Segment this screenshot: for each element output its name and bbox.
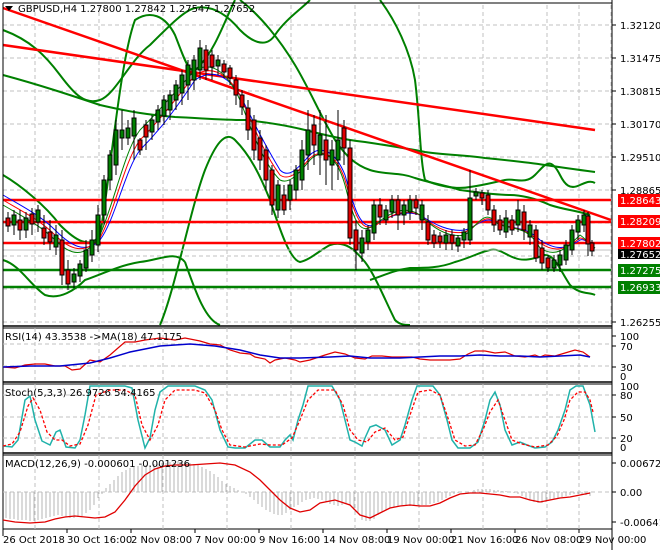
stoch-tick: 20 — [620, 434, 633, 445]
time-tick: 19 Nov 00:00 — [387, 535, 454, 546]
macd-tick: 0.00 — [620, 488, 642, 499]
downtrend-line-2[interactable] — [2, 43, 596, 132]
stoch-tick: 50 — [620, 413, 633, 424]
macd-pane[interactable]: MACD(12,26,9) -0.000601 -0.001236 0.0067… — [2, 452, 660, 530]
time-tick: 26 Nov 08:00 — [515, 535, 582, 546]
support-price-label-1: 1.27275 — [620, 266, 660, 277]
candles[interactable] — [5, 40, 595, 290]
last-candle[interactable] — [585, 215, 591, 245]
macd-signal-line — [2, 462, 591, 524]
price-tick: 1.30815 — [620, 87, 660, 98]
support-price-tag-1 — [618, 264, 660, 277]
resistance-price-tag-3 — [618, 237, 660, 249]
rsi-pane[interactable]: RSI(14) 43.3538 ->MA(18) 47.1175 100 70 … — [2, 325, 639, 383]
resistance-price-tag-2 — [618, 215, 660, 228]
candle-cluster-mid-nov — [299, 110, 425, 270]
dropdown-triangle-icon[interactable] — [5, 6, 13, 11]
rsi-label: RSI(14) 43.3538 ->MA(18) 47.1175 — [5, 332, 182, 343]
stoch-tick: 0 — [620, 443, 626, 454]
time-tick: 7 Nov 00:00 — [195, 535, 256, 546]
time-tick: 2 Nov 08:00 — [131, 535, 192, 546]
macd-histogram — [5, 461, 591, 521]
stoch-label: Stoch(5,3,3) 26.9726 54.4165 — [5, 388, 156, 399]
stoch-tick: 100 — [620, 382, 639, 393]
rsi-tick: 30 — [620, 363, 633, 374]
time-tick: 9 Nov 16:00 — [259, 535, 320, 546]
price-tick: 1.31475 — [620, 54, 660, 65]
time-tick: 14 Nov 08:00 — [323, 535, 390, 546]
current-price-label: 1.27652 — [620, 250, 660, 261]
resistance-price-label-2: 1.28209 — [620, 217, 660, 228]
price-pane[interactable]: GBPUSD,H4 1.27800 1.27842 1.27547 1.2765… — [2, 0, 612, 326]
rsi-vgrid — [34, 328, 580, 380]
macd-label: MACD(12,26,9) -0.000601 -0.001236 — [5, 459, 190, 470]
resistance-price-tag-1 — [618, 194, 660, 207]
time-axis[interactable]: 26 Oct 2018 30 Oct 16:00 2 Nov 08:00 7 N… — [2, 529, 646, 546]
current-price-tag — [618, 249, 660, 259]
support-price-tag-2 — [618, 281, 660, 294]
candle-cluster-oct — [5, 205, 101, 290]
time-tick: 29 Nov 00:00 — [579, 535, 646, 546]
price-tick: 1.30170 — [620, 120, 660, 131]
rsi-tick: 70 — [620, 342, 633, 353]
resistance-price-label-1: 1.28643 — [620, 196, 660, 207]
macd-tick: 0.006728 — [620, 459, 660, 470]
resistance-price-label-3: 1.27802 — [620, 239, 660, 250]
macd-vgrid — [34, 455, 580, 529]
time-tick: 30 Oct 16:00 — [67, 535, 132, 546]
chart-header: GBPUSD,H4 1.27800 1.27842 1.27547 1.2765… — [5, 4, 255, 15]
rsi-tick: 100 — [620, 332, 639, 343]
price-tick: 1.32120 — [620, 21, 660, 32]
price-tick: 1.29510 — [620, 153, 660, 164]
time-tick: 26 Oct 2018 — [3, 535, 65, 546]
candle-cluster-late-nov — [425, 170, 595, 272]
rsi-ma-line — [2, 343, 591, 368]
trendlines[interactable] — [2, 6, 612, 222]
support-price-label-2: 1.26933 — [620, 283, 660, 294]
symbol-ohlc-label: GBPUSD,H4 1.27800 1.27842 1.27547 1.2765… — [18, 4, 255, 15]
price-tick: 1.28865 — [620, 186, 660, 197]
macd-tick: -0.006412 — [620, 518, 660, 529]
rsi-tick: 0 — [620, 372, 626, 383]
time-tick: 21 Nov 16:00 — [451, 535, 518, 546]
candle-cluster-early-nov — [101, 40, 299, 225]
stoch-d-line — [2, 389, 594, 448]
downtrend-line-1[interactable] — [2, 6, 612, 222]
price-tick: 1.26255 — [620, 318, 660, 329]
stoch-tick: 80 — [620, 391, 633, 402]
stoch-vgrid — [34, 384, 580, 452]
stoch-pane[interactable]: Stoch(5,3,3) 26.9726 54.4165 100 80 50 2… — [2, 381, 639, 454]
